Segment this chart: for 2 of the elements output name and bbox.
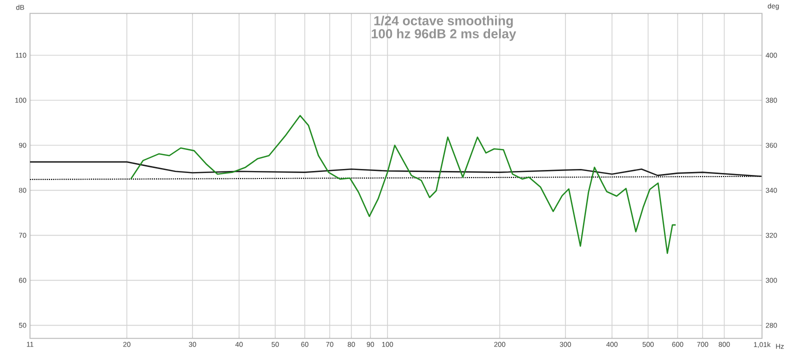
text: 100 hz 96dB 2 ms delay (372, 28, 516, 41)
chart-title: 1/24 octave smoothing (374, 16, 513, 28)
